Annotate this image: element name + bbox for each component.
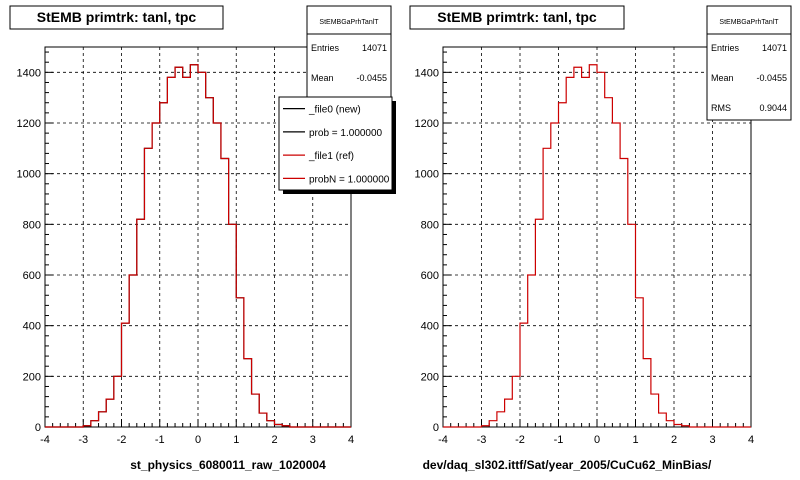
histogram-series-ref: [443, 64, 751, 428]
x-tick-label: -3: [78, 434, 88, 446]
stats-label: RMS: [711, 103, 731, 113]
chart-title: StEMB primtrk: tanl, tpc: [437, 9, 597, 25]
stats-value: -0.0455: [756, 73, 787, 83]
x-tick-label: 4: [748, 434, 754, 446]
y-tick-label: 200: [421, 371, 439, 383]
stats-value: 14071: [362, 43, 387, 53]
y-tick-label: 0: [433, 422, 439, 434]
stats-box: [306, 5, 392, 99]
y-tick-label: 1200: [415, 118, 439, 130]
y-tick-label: 800: [23, 219, 41, 231]
y-tick-label: 400: [421, 321, 439, 333]
x-tick-label: -2: [515, 434, 525, 446]
stats-value: -0.0455: [356, 73, 387, 83]
stats-value: 0.9044: [759, 103, 787, 113]
y-tick-label: 1200: [17, 118, 41, 130]
stats-label: Mean: [711, 73, 734, 83]
x-tick-label: 3: [310, 434, 316, 446]
x-tick-label: 3: [709, 434, 715, 446]
legend-label: _file0 (new): [308, 105, 361, 116]
y-tick-label: 800: [421, 219, 439, 231]
chart-title: StEMB primtrk: tanl, tpc: [37, 9, 197, 25]
histogram-panel-left: -4 -3 -2 -1 0 1 2 3 4 0 200 400 600 800 1000 1200 1400 st…: [9, 5, 396, 472]
x-tick-label: -4: [438, 434, 448, 446]
title-box: [409, 5, 625, 30]
x-tick-label: -4: [40, 434, 50, 446]
legend-label: prob = 1.000000: [309, 128, 383, 139]
y-tick-label: 1000: [17, 169, 41, 181]
y-tick-label: 400: [23, 321, 41, 333]
x-tick-label: -3: [477, 434, 487, 446]
x-tick-label: -1: [554, 434, 564, 446]
y-tick-label: 200: [23, 371, 41, 383]
title-box: [9, 5, 224, 30]
x-tick-label: 1: [233, 434, 239, 446]
y-tick-label: 1400: [17, 67, 41, 79]
stats-title: StEMBGaPrhTanlT: [319, 19, 379, 26]
y-tick-label: 0: [35, 422, 41, 434]
y-tick-label: 1400: [415, 67, 439, 79]
x-axis-label: dev/daq_sl302.ittf/Sat/year_2005/CuCu62_…: [423, 458, 712, 472]
stats-box: [706, 5, 792, 121]
x-tick-label: 2: [671, 434, 677, 446]
x-tick-label: -2: [117, 434, 127, 446]
x-tick-label: 0: [195, 434, 201, 446]
x-axis-label: st_physics_6080011_raw_1020004: [130, 458, 326, 472]
stats-label: Mean: [311, 73, 334, 83]
y-tick-label: 600: [421, 270, 439, 282]
stats-label: Entries: [311, 43, 340, 53]
legend-label: _file1 (ref): [308, 151, 354, 162]
x-tick-label: -1: [155, 434, 165, 446]
histogram-series-ref: [45, 64, 351, 428]
y-tick-label: 1000: [415, 169, 439, 181]
plot-frame: [442, 46, 752, 428]
x-tick-label: 4: [348, 434, 354, 446]
stats-value: 14071: [762, 43, 787, 53]
histogram-panel-right: -4 -3 -2 -1 0 1 2 3 4 0 200 400 600 800 1000 1200 1400 de…: [409, 5, 792, 472]
y-tick-label: 600: [23, 270, 41, 282]
legend-box: [278, 96, 393, 191]
stats-title: StEMBGaPrhTanlT: [719, 19, 779, 26]
x-tick-label: 0: [594, 434, 600, 446]
x-tick-label: 2: [271, 434, 277, 446]
x-tick-label: 1: [632, 434, 638, 446]
stats-label: Entries: [711, 43, 740, 53]
legend-label: probN = 1.000000: [309, 174, 390, 185]
